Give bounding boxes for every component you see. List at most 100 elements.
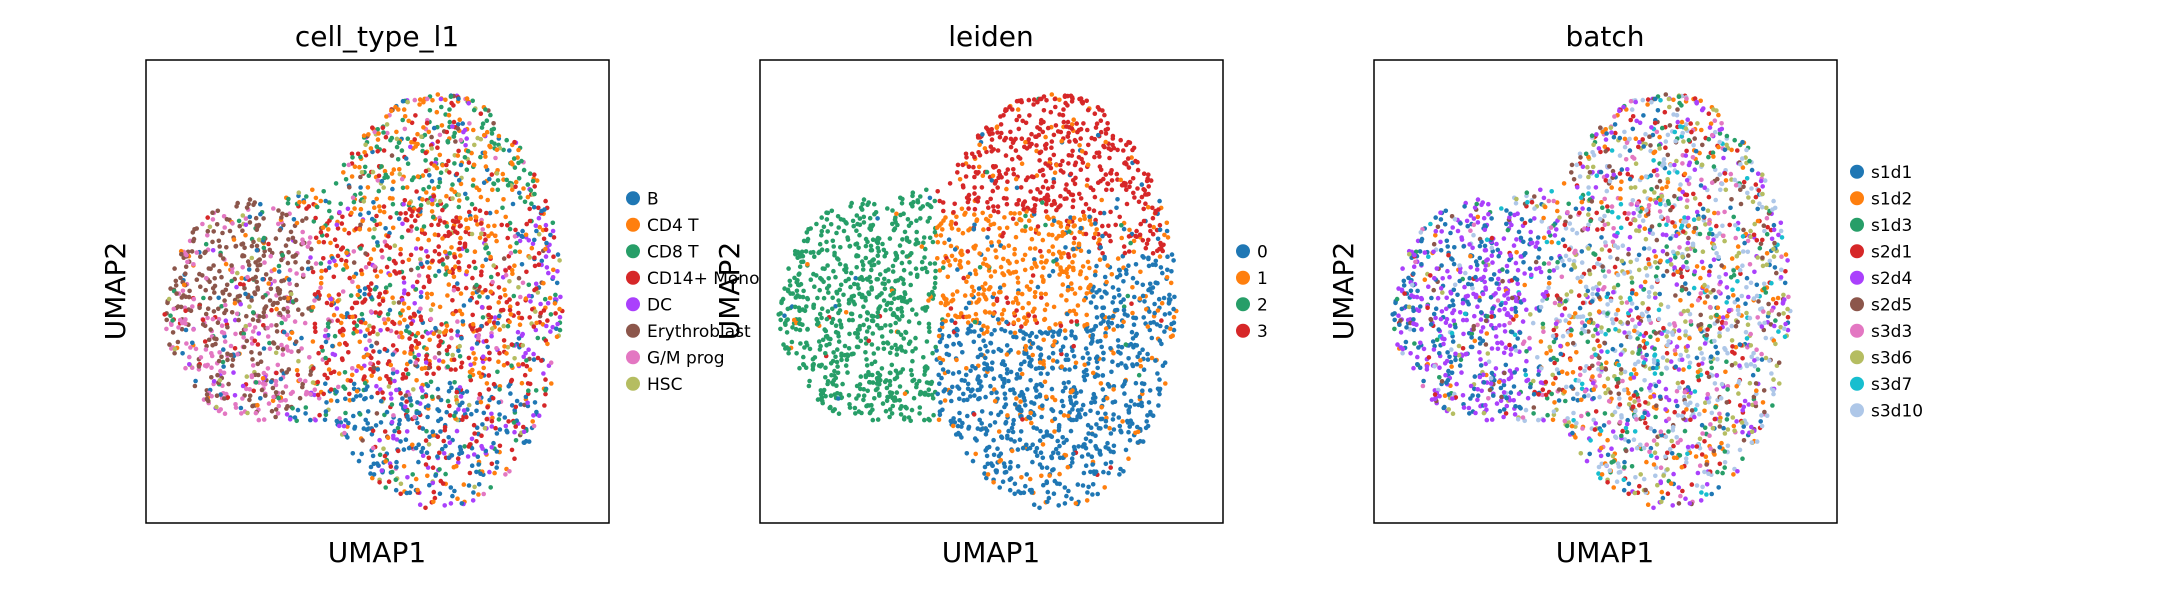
data-point [351, 249, 357, 254]
data-point [447, 269, 452, 275]
data-point [240, 396, 245, 401]
data-point [476, 332, 482, 338]
data-point [812, 254, 817, 259]
data-point [1088, 282, 1093, 288]
data-point [491, 181, 497, 187]
data-point [295, 407, 301, 413]
data-point [922, 255, 927, 260]
data-point [1095, 180, 1101, 185]
data-point [433, 157, 439, 162]
data-point [494, 449, 500, 454]
data-point [437, 304, 443, 310]
plot-frame [145, 59, 610, 524]
data-point [222, 411, 228, 417]
data-point [919, 259, 925, 265]
data-point [864, 357, 869, 362]
data-point [1044, 480, 1050, 486]
data-point [242, 245, 247, 251]
data-point [868, 223, 873, 228]
data-point [936, 417, 942, 423]
data-point [860, 267, 866, 272]
data-point [200, 273, 205, 278]
data-point [263, 393, 268, 398]
data-point [544, 323, 549, 329]
data-point [1122, 250, 1128, 256]
data-point [1094, 263, 1099, 269]
data-point [260, 277, 266, 282]
data-point [1068, 428, 1074, 434]
data-point [456, 204, 462, 210]
data-point [252, 291, 258, 297]
data-point [956, 430, 961, 436]
data-point [1002, 328, 1008, 334]
data-point [444, 193, 449, 199]
data-point [1038, 120, 1044, 126]
data-point [824, 248, 830, 253]
data-point [359, 366, 364, 371]
data-point [280, 252, 285, 258]
data-point [547, 295, 553, 301]
data-point [1084, 312, 1089, 318]
data-point [1039, 331, 1045, 336]
data-point [527, 367, 533, 373]
data-point [865, 388, 870, 394]
data-point [435, 386, 441, 392]
data-point [1040, 129, 1046, 135]
data-point [437, 180, 443, 185]
data-point [962, 378, 967, 384]
data-point [1103, 326, 1109, 331]
data-point [526, 347, 531, 353]
data-point [898, 370, 903, 375]
data-point [1038, 450, 1044, 456]
data-point [543, 377, 548, 382]
data-point [1041, 277, 1046, 283]
data-point [398, 211, 403, 216]
data-point [1002, 464, 1008, 469]
data-point [1111, 327, 1116, 332]
data-point [346, 230, 352, 236]
data-point [244, 386, 249, 392]
data-point [1027, 144, 1032, 149]
data-point [238, 301, 243, 307]
data-point [423, 462, 429, 467]
data-point [464, 248, 470, 253]
data-point [987, 310, 992, 315]
data-point [1117, 293, 1122, 298]
data-point [409, 120, 415, 126]
data-point [456, 192, 462, 198]
data-point [1146, 263, 1152, 269]
data-point [426, 129, 432, 135]
data-point [477, 391, 483, 397]
data-point [323, 327, 329, 333]
legend-label: CD8 T [647, 242, 699, 262]
legend-marker [626, 350, 640, 365]
data-point [453, 264, 458, 270]
data-point [503, 423, 509, 429]
data-point [776, 312, 781, 317]
data-point [995, 185, 1000, 190]
data-point [480, 422, 485, 427]
data-point [1036, 365, 1042, 371]
data-point [899, 296, 905, 301]
data-point [470, 183, 476, 188]
data-point [536, 231, 542, 237]
data-point [798, 341, 803, 346]
data-point [350, 451, 356, 456]
data-point [390, 186, 395, 192]
data-point [1065, 288, 1071, 293]
data-point [500, 205, 505, 211]
data-point [245, 294, 251, 300]
data-point [443, 443, 448, 449]
data-point [508, 250, 514, 256]
data-point [1064, 493, 1069, 499]
data-point [977, 142, 982, 148]
data-point [822, 327, 827, 332]
data-point [436, 184, 441, 190]
data-point [829, 208, 835, 214]
data-point [504, 351, 509, 356]
data-point [442, 424, 448, 430]
data-point [972, 222, 977, 228]
data-point [966, 164, 972, 169]
data-point [456, 148, 461, 154]
data-point [1090, 396, 1096, 401]
